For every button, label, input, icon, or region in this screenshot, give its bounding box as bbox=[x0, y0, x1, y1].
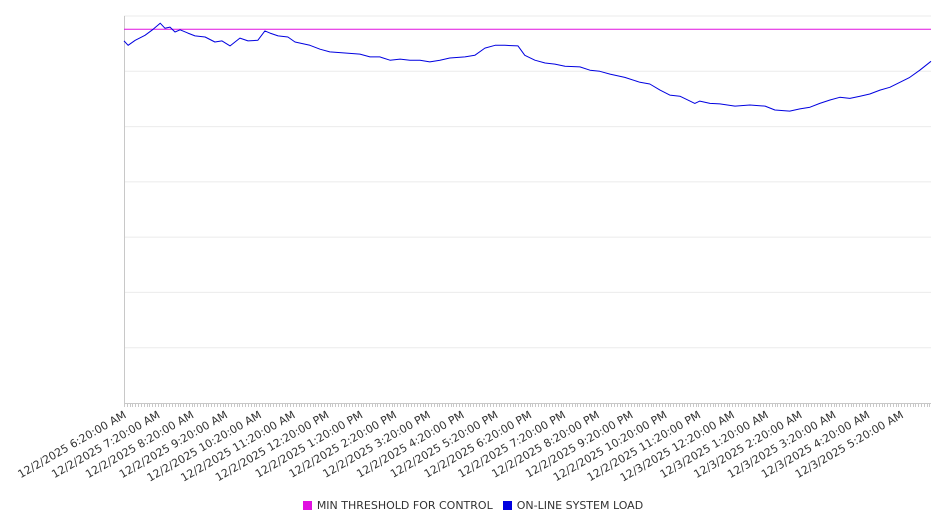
legend-label: MIN THRESHOLD FOR CONTROL bbox=[316, 499, 493, 512]
legend-swatch-magenta bbox=[302, 501, 312, 510]
legend-item-min-threshold[interactable]: MIN THRESHOLD FOR CONTROL bbox=[302, 499, 493, 512]
legend-label: ON-LINE SYSTEM LOAD bbox=[516, 499, 644, 512]
series-group bbox=[123, 22, 932, 112]
axes bbox=[124, 16, 931, 407]
system-load-line bbox=[123, 22, 932, 112]
legend-item-system-load[interactable]: ON-LINE SYSTEM LOAD bbox=[502, 499, 644, 512]
legend-swatch-blue bbox=[502, 501, 512, 510]
legend: MIN THRESHOLD FOR CONTROL ON-LINE SYSTEM… bbox=[0, 499, 946, 512]
gridlines bbox=[124, 15, 931, 349]
